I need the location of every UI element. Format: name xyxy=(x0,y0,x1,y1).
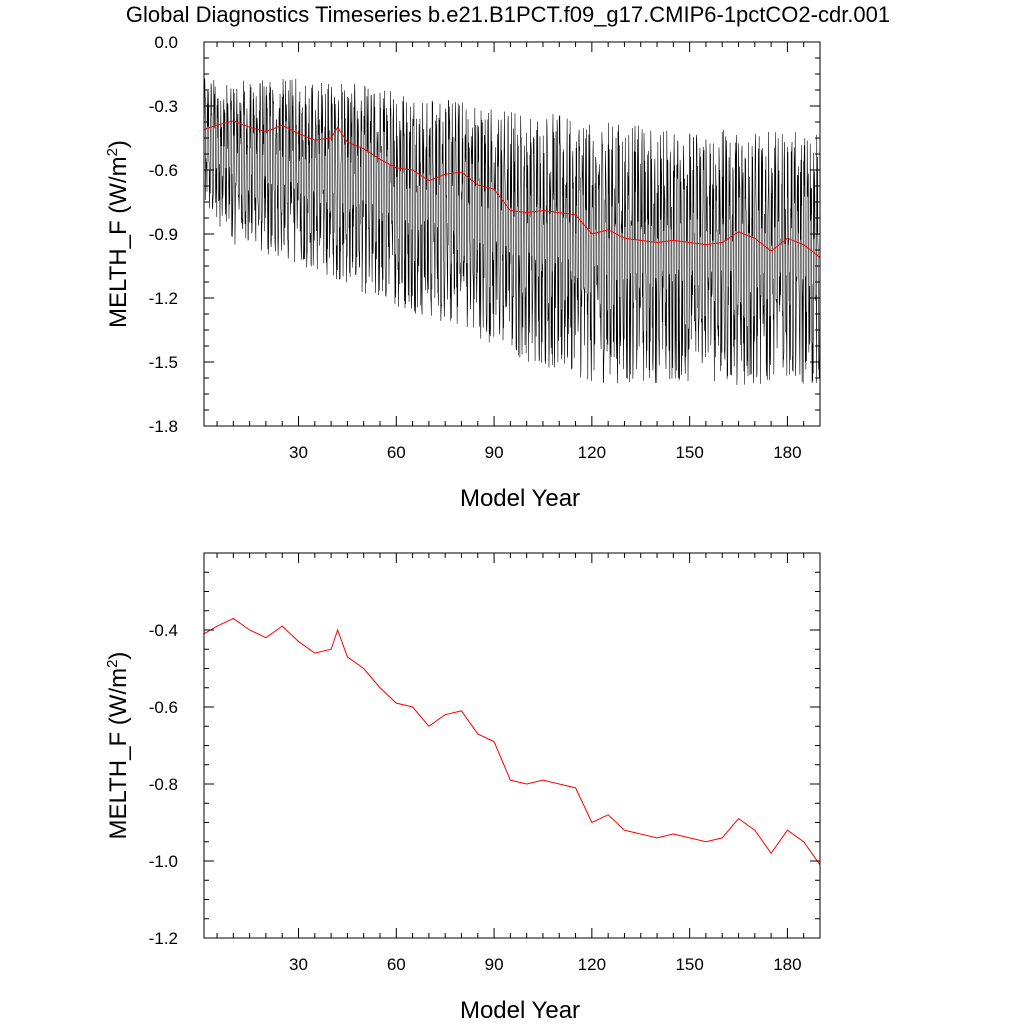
y-tick-label: -0.9 xyxy=(149,225,178,244)
plot-area xyxy=(204,617,820,866)
y-tick-label: 0.0 xyxy=(154,33,178,52)
y-tick-label: -1.2 xyxy=(149,929,178,948)
x-tick-label: 150 xyxy=(675,955,703,974)
y-tick-label: -1.2 xyxy=(149,289,178,308)
y-tick-label: -0.3 xyxy=(149,97,178,116)
x-tick-label: 180 xyxy=(773,443,801,462)
annual-mean-line xyxy=(204,617,820,866)
y-tick-label: -0.6 xyxy=(149,698,178,717)
plot-area xyxy=(204,78,820,386)
chart-panel-2: 30 60 90 120 150 180 -0.4 -0.6 -0.8 -1.0 -1.2 Model… xyxy=(104,552,821,1024)
x-tick-label: 60 xyxy=(387,955,406,974)
y-tick-label: -1.8 xyxy=(149,417,178,436)
x-tick-label: 90 xyxy=(485,955,504,974)
x-tick-label: 120 xyxy=(578,443,606,462)
annual-mean-line xyxy=(204,120,820,258)
y-tick-label: -0.4 xyxy=(149,621,178,640)
figure-title: Global Diagnostics Timeseries b.e21.B1PC… xyxy=(126,2,890,27)
x-tick-label: 30 xyxy=(289,443,308,462)
x-axis-title: Model Year xyxy=(460,997,580,1024)
x-tick-label: 150 xyxy=(675,443,703,462)
x-tick-label: 30 xyxy=(289,955,308,974)
monthly-series-line xyxy=(204,78,820,386)
x-tick-label: 180 xyxy=(773,955,801,974)
y-axis-title: MELTH_F (W/m2) xyxy=(104,140,132,328)
y-tick-label: -1.0 xyxy=(149,852,178,871)
y-tick-label: -0.8 xyxy=(149,775,178,794)
y-tick-label: -1.5 xyxy=(149,353,178,372)
x-tick-label: 60 xyxy=(387,443,406,462)
y-tick-label: -0.6 xyxy=(149,161,178,180)
x-tick-label: 90 xyxy=(485,443,504,462)
chart-panel-1: 30 60 90 120 150 180 0.0 -0.3 -0.6 -0.9 -1.2 -1.5 -1… xyxy=(104,33,821,512)
x-axis-title: Model Year xyxy=(460,485,580,512)
plot-frame xyxy=(203,552,821,939)
panels: 30 60 90 120 150 180 0.0 -0.3 -0.6 -0.9 -1.2 -1.5 -1… xyxy=(104,33,821,1024)
x-tick-label: 120 xyxy=(578,955,606,974)
y-axis-title: MELTH_F (W/m2) xyxy=(104,652,132,840)
